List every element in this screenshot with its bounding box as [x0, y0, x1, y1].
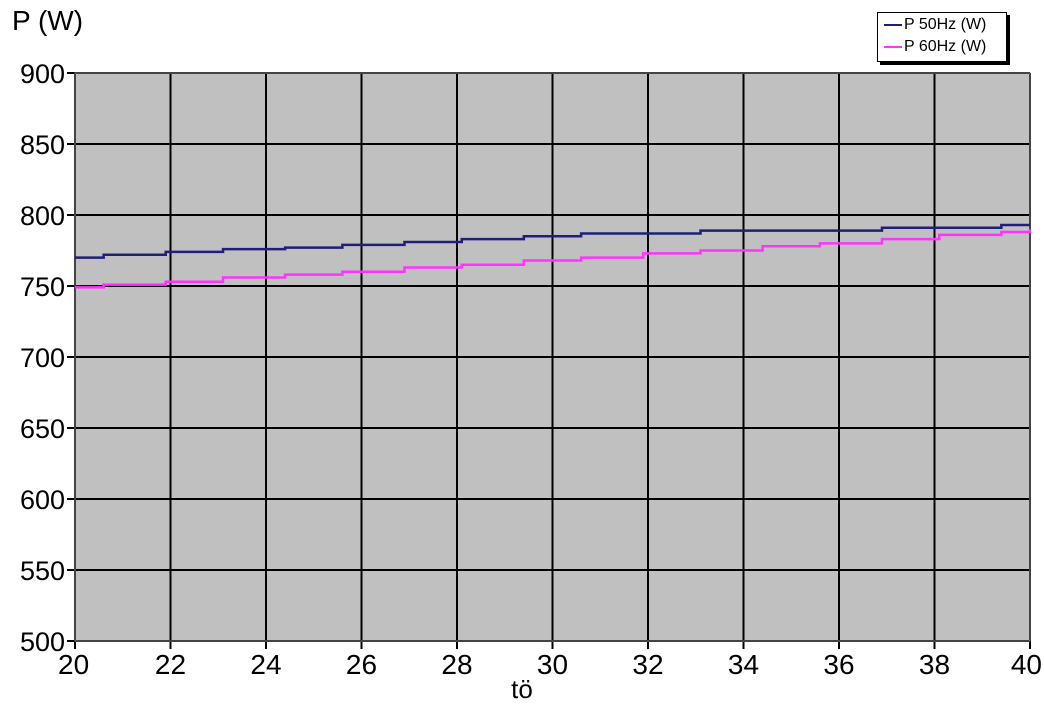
- x-tick-label: 26: [346, 649, 377, 680]
- x-tick-label: 38: [919, 649, 950, 680]
- plot-border: [74, 72, 1031, 642]
- legend-label-50hz: P 50Hz (W): [904, 16, 987, 33]
- x-tick-label: 32: [632, 649, 663, 680]
- x-tick-label: 22: [155, 649, 186, 680]
- legend-item-60hz: P 60Hz (W): [884, 37, 986, 57]
- x-tick-label: 24: [250, 649, 281, 680]
- x-axis-label: tö: [511, 674, 533, 702]
- legend-label-60hz: P 60Hz (W): [904, 38, 987, 55]
- series-lines: [75, 223, 1032, 289]
- y-tick-label: 850: [20, 130, 65, 160]
- x-tick-label: 40: [1011, 649, 1042, 680]
- series-line-0: [75, 223, 1030, 259]
- legend-swatch-60hz: [884, 46, 902, 48]
- y-tick-label: 900: [20, 59, 65, 89]
- legend: P 50Hz (W) P 60Hz (W): [877, 12, 1007, 62]
- x-tick-label: 20: [58, 649, 89, 680]
- y-tick-label: 550: [20, 556, 65, 586]
- y-tick-label: 500: [20, 627, 65, 657]
- series-line-1: [75, 229, 1032, 289]
- y-tick-label: 650: [20, 414, 65, 444]
- x-tick-label: 28: [441, 649, 472, 680]
- x-tick-label: 30: [537, 649, 568, 680]
- y-tick-label: 800: [20, 201, 65, 231]
- y-tick-label: 700: [20, 343, 65, 373]
- x-tick-label: 36: [823, 649, 854, 680]
- legend-swatch-50hz: [884, 24, 902, 26]
- y-tick-label: 600: [20, 485, 65, 515]
- x-tick-label: 34: [728, 649, 759, 680]
- y-tick-label: 750: [20, 272, 65, 302]
- axes: [67, 72, 1031, 649]
- legend-item-50hz: P 50Hz (W): [884, 15, 986, 35]
- y-axis-label: P (W): [12, 5, 83, 36]
